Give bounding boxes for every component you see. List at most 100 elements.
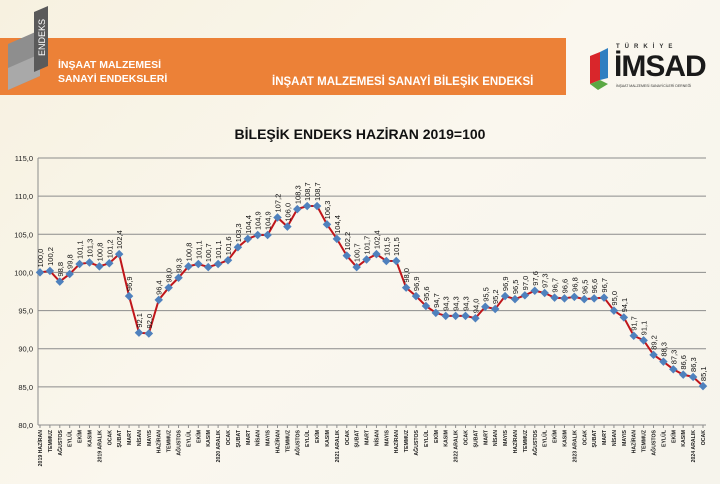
- data-point: [520, 291, 530, 300]
- data-label: 98,8: [56, 262, 65, 277]
- data-label: 95,6: [422, 286, 431, 301]
- data-label: 101,1: [214, 240, 223, 259]
- data-point: [659, 357, 668, 366]
- subtitle-line1: İNŞAAT MALZEMESİ: [58, 59, 162, 71]
- x-tick-label: AĞUSTOS: [293, 429, 301, 455]
- data-label: 101,5: [392, 237, 401, 256]
- x-tick-label: 2021 ARALIK: [335, 430, 341, 463]
- data-point: [85, 258, 94, 267]
- x-tick-label: EKİM: [314, 430, 321, 443]
- data-point: [95, 262, 104, 271]
- data-label: 101,1: [76, 240, 85, 259]
- data-label: 94,3: [462, 296, 471, 311]
- x-tick-label: TEMMUZ: [523, 429, 529, 452]
- data-label: 108,3: [293, 185, 302, 204]
- imsad-logo-mark: [590, 48, 608, 90]
- data-point: [114, 249, 124, 259]
- data-point: [223, 255, 233, 265]
- x-tick-label: MAYIS: [503, 429, 509, 445]
- data-label: 91,1: [640, 321, 649, 336]
- data-label: 94,0: [471, 299, 480, 314]
- x-tick-label: OCAK: [345, 430, 351, 446]
- data-label: 104,4: [244, 215, 253, 234]
- data-label: 108,7: [303, 182, 312, 201]
- y-tick-label: 80,0: [18, 421, 33, 430]
- data-point: [550, 293, 559, 302]
- brand-small: İNŞAAT MALZEMESİ SANAYİCİLERİ DERNEĞİ: [616, 84, 692, 88]
- data-point: [530, 286, 540, 295]
- data-point: [570, 292, 579, 302]
- x-tick-label: MAYIS: [384, 429, 390, 445]
- data-label: 101,7: [363, 236, 372, 255]
- data-point: [203, 262, 213, 272]
- x-tick-label: MART: [127, 429, 133, 445]
- data-label: 97,3: [541, 273, 550, 288]
- data-label: 98,0: [165, 268, 174, 283]
- data-point: [263, 230, 272, 240]
- data-label: 101,3: [85, 239, 94, 258]
- x-tick-label: AĞUSTOS: [650, 429, 658, 455]
- data-point: [619, 313, 629, 322]
- data-point: [362, 255, 371, 264]
- data-label: 101,1: [194, 240, 203, 259]
- x-tick-label: TEMMUZ: [48, 429, 54, 452]
- data-point: [372, 249, 381, 259]
- x-tick-label: EKİM: [77, 430, 84, 443]
- x-tick-label: 2019 ARALIK: [97, 430, 103, 463]
- data-label: 98,0: [402, 268, 411, 283]
- data-label: 86,3: [689, 357, 698, 372]
- x-tick-label: AĞUSTOS: [56, 429, 64, 455]
- y-tick-label: 100,0: [14, 268, 33, 277]
- data-label: 108,7: [313, 182, 322, 201]
- x-tick-label: KASIM: [87, 430, 93, 447]
- data-point: [75, 259, 84, 269]
- x-tick-label: 2019 HAZİRAN: [37, 430, 44, 467]
- data-label: 99,3: [175, 258, 184, 273]
- data-label: 96,5: [580, 280, 589, 295]
- x-tick-label: EKİM: [195, 430, 202, 443]
- data-point: [174, 273, 183, 283]
- y-tick-label: 90,0: [18, 345, 33, 354]
- data-point: [164, 283, 173, 292]
- data-point: [688, 372, 698, 382]
- data-label: 102,2: [343, 232, 352, 251]
- header-subtitle: İNŞAAT MALZEMESİ SANAYİ ENDEKSLERİ: [58, 58, 167, 86]
- x-tick-label: MART: [365, 429, 371, 445]
- data-label: 106,0: [283, 203, 292, 222]
- x-tick-label: NİSAN: [611, 430, 618, 446]
- endeks-logo: ENDEKS: [8, 6, 48, 90]
- data-point: [273, 213, 282, 222]
- data-label: 97,0: [521, 276, 530, 291]
- x-tick-label: ŞUBAT: [117, 429, 123, 447]
- data-point: [322, 220, 332, 229]
- x-tick-label: MART: [483, 429, 489, 445]
- data-point: [431, 308, 441, 318]
- brand-name: İMSAD: [614, 50, 707, 83]
- x-tick-label: 2022 ARALIK: [454, 430, 460, 463]
- subtitle-line2: SANAYİ ENDEKSLERİ: [58, 73, 168, 85]
- data-point: [609, 306, 619, 315]
- x-tick-label: MART: [246, 429, 252, 445]
- x-tick-label: EKİM: [433, 430, 440, 443]
- x-tick-label: NİSAN: [136, 430, 143, 446]
- data-point: [243, 234, 253, 244]
- data-label: 96,9: [501, 276, 510, 291]
- data-point: [451, 311, 460, 321]
- data-point: [639, 336, 648, 345]
- data-label: 101,6: [224, 236, 233, 255]
- data-point: [342, 251, 352, 260]
- data-point: [669, 365, 678, 374]
- data-label: 96,8: [570, 277, 579, 292]
- x-tick-label: EYLÜL: [185, 429, 192, 447]
- x-tick-label: TEMMUZ: [167, 429, 173, 452]
- data-point: [293, 204, 302, 214]
- x-tick-label: EKİM: [670, 430, 677, 443]
- data-point: [134, 328, 144, 337]
- x-tick-label: AĞUSTOS: [175, 429, 183, 455]
- data-label: 99,8: [66, 254, 75, 269]
- data-point: [649, 350, 658, 360]
- header-band: [0, 38, 566, 95]
- data-point: [471, 313, 480, 323]
- data-label: 96,9: [412, 276, 421, 291]
- data-point: [589, 294, 599, 303]
